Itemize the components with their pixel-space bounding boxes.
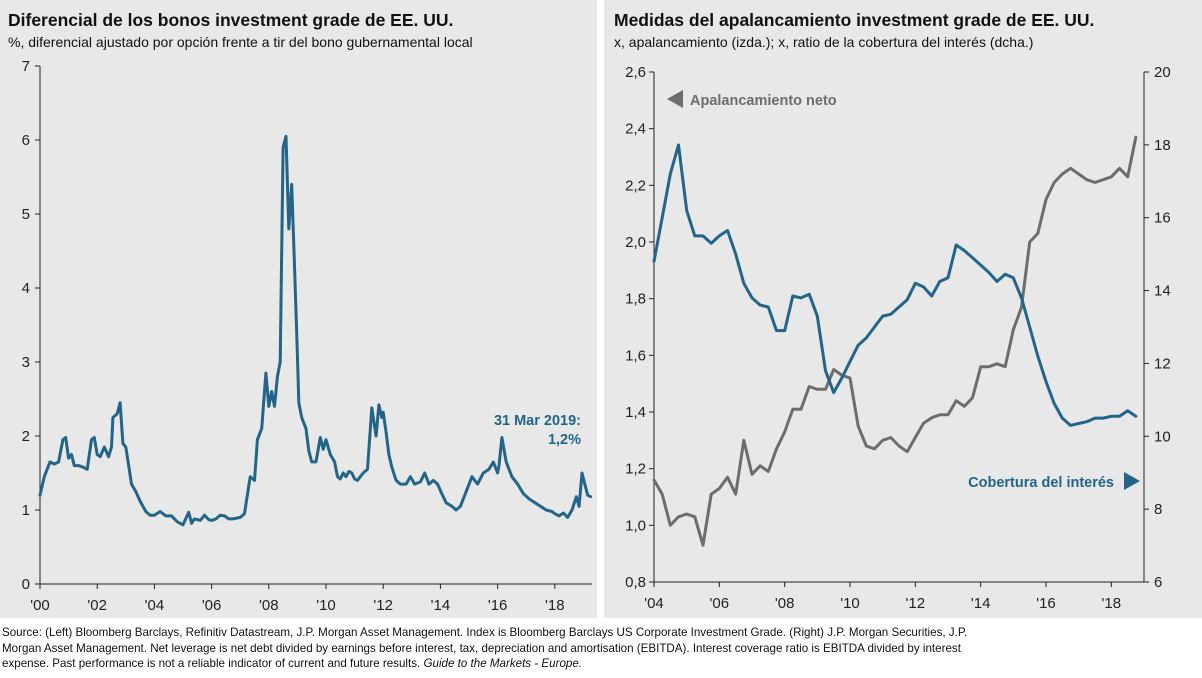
right-arrow-icon [1124,472,1140,490]
coverage-y-tick-label: 12 [1154,355,1171,372]
leverage-y-tick-label: 1,4 [625,404,646,421]
left-y-tick-label: 5 [22,206,30,223]
right-x-tick-label: '18 [1102,595,1122,612]
leverage-y-tick-label: 1,6 [625,347,646,364]
source-text: Source: (Left) Bloomberg Barclays, Refin… [2,626,968,670]
left-x-tick-label: '16 [488,597,508,614]
left-y-tick-label: 2 [22,428,30,445]
right-x-tick-label: '08 [775,595,795,612]
right-x-tick-label: '16 [1036,595,1056,612]
left-x-tick-label: '02 [87,597,107,614]
leverage-y-tick-label: 2,6 [625,64,646,81]
leverage-y-tick-label: 2,0 [625,234,646,251]
left-x-tick-label: '12 [373,597,393,614]
leverage-series-line [652,135,1138,547]
left-chart-plot: 0 1 2 3 4 5 6 7 '00 '02 '04 '06 '08 '10 '12 '14 '16 '18 3… [22,58,593,614]
right-x-tick-label: '14 [971,595,991,612]
right-chart-plot: 0,8 1,0 1,2 1,4 1,6 1,8 2,0 2,2 2,4 2,6 6 8 10 12 14 16… [625,64,1171,612]
right-chart-subtitle: x, apalancamiento (izda.); x, ratio de l… [614,34,1034,50]
guide-title: Guide to the Markets - Europe. [423,657,583,670]
coverage-y-tick-label: 8 [1154,501,1162,518]
coverage-y-tick-label: 18 [1154,137,1171,154]
left-y-tick-label: 6 [22,132,30,149]
coverage-series-line [652,143,1138,427]
left-x-tick-label: '10 [316,597,336,614]
left-y-tick-label: 3 [22,354,30,371]
coverage-y-tick-label: 10 [1154,428,1171,445]
right-x-tick-label: '06 [710,595,730,612]
right-x-tick-label: '04 [644,595,664,612]
left-chart-title: Diferencial de los bonos investment grad… [8,10,454,30]
left-x-tick-label: '06 [202,597,222,614]
left-chart-subtitle: %, diferencial ajustado por opción frent… [8,34,473,50]
left-chart-panel: Diferencial de los bonos investment grad… [0,0,597,618]
right-chart-panel: Medidas del apalancamiento investment gr… [604,0,1202,618]
right-x-tick-label: '12 [906,595,926,612]
coverage-y-tick-label: 6 [1154,574,1162,591]
spread-series-line [38,134,593,527]
coverage-y-tick-label: 20 [1154,64,1171,81]
right-chart-title: Medidas del apalancamiento investment gr… [614,10,1095,30]
coverage-series-label: Cobertura del interés [968,475,1114,491]
leverage-y-tick-label: 1,8 [625,291,646,308]
left-arrow-icon [667,90,683,108]
source-footnote: Source: (Left) Bloomberg Barclays, Refin… [2,625,1002,672]
left-x-tick-label: '14 [431,597,451,614]
coverage-y-tick-label: 16 [1154,210,1171,227]
left-annotation-value: 1,2% [548,432,581,448]
right-x-tick-label: '10 [840,595,860,612]
leverage-y-tick-label: 1,2 [625,461,646,478]
left-y-tick-label: 1 [22,502,30,519]
left-annotation-date: 31 Mar 2019: [494,413,581,429]
leverage-y-tick-label: 1,0 [625,517,646,534]
coverage-y-tick-label: 14 [1154,283,1171,300]
leverage-y-tick-label: 0,8 [625,574,646,591]
left-y-tick-label: 4 [22,280,30,297]
left-y-tick-label: 7 [22,58,30,75]
leverage-y-tick-label: 2,4 [625,121,646,138]
leverage-series-label: Apalancamiento neto [690,93,837,109]
left-x-tick-label: '00 [30,597,50,614]
left-x-tick-label: '08 [259,597,279,614]
leverage-y-tick-label: 2,2 [625,177,646,194]
left-x-tick-label: '04 [145,597,165,614]
left-x-tick-label: '18 [545,597,565,614]
left-y-tick-label: 0 [22,576,30,593]
